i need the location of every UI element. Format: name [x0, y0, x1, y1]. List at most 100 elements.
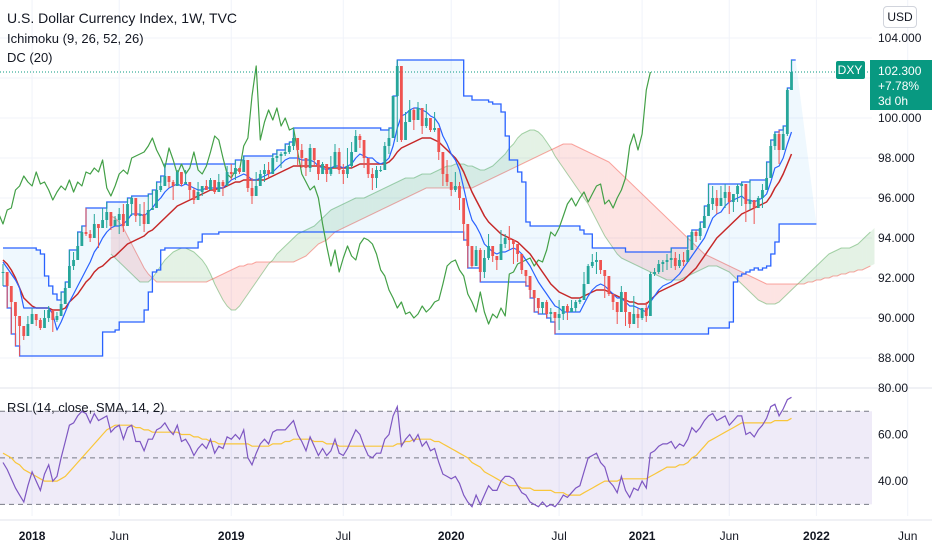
donchian-legend[interactable]: DC (20) [7, 50, 53, 65]
lagging-span [0, 65, 651, 325]
candle-body [383, 146, 387, 170]
cloud-segment [397, 180, 402, 202]
candle-body [715, 198, 719, 206]
candle-body [711, 198, 715, 204]
candle-body [109, 212, 113, 226]
cloud-segment [480, 170, 485, 184]
candle-body [171, 182, 175, 186]
cloud-segment [637, 190, 643, 268]
cloud-segment [530, 130, 535, 160]
candle-body [781, 134, 785, 150]
candle-body [151, 208, 154, 210]
candle-body [400, 66, 403, 140]
candle-body [292, 138, 295, 146]
candle-body [640, 308, 644, 318]
candle-body [541, 302, 544, 308]
candle-body [333, 152, 337, 168]
candle-body [180, 172, 183, 184]
candle-body [429, 118, 432, 130]
candle-body [437, 128, 441, 152]
cloud-segment [276, 250, 282, 262]
candle-body [516, 244, 519, 254]
candle-body [92, 224, 96, 238]
rsi-legend[interactable]: RSI (14, close, SMA, 14, 2) [7, 400, 165, 415]
cloud-segment [405, 178, 410, 198]
candle-body [159, 186, 163, 190]
candle-body [727, 192, 731, 202]
cloud-segment [571, 144, 576, 186]
cloud-segment [193, 252, 199, 282]
rsi-tick-label: 60.00 [878, 428, 908, 442]
candle-body [590, 262, 594, 266]
candle-body [586, 266, 590, 284]
candle-body [595, 260, 598, 262]
candle-body [321, 164, 324, 174]
cloud-segment [322, 214, 327, 242]
candle-body [350, 152, 353, 166]
candle-body [142, 214, 146, 224]
time-tick-label: 2022 [803, 529, 830, 543]
ichimoku-legend[interactable]: Ichimoku (9, 26, 52, 26) [7, 31, 144, 46]
cloud-segment [496, 158, 501, 176]
price-tick-label: 104.000 [878, 31, 922, 45]
cloud-segment [766, 284, 771, 304]
candle-body [470, 246, 474, 266]
cloud-segment [845, 248, 850, 274]
candle-body [632, 314, 636, 324]
cloud-segment [737, 270, 742, 284]
time-tick-label: 2018 [19, 529, 46, 543]
cloud-segment [866, 232, 871, 268]
cloud-segment [720, 262, 726, 270]
candle-body [441, 152, 445, 174]
cloud-segment [364, 196, 369, 218]
candle-body [574, 302, 578, 308]
candle-body [702, 216, 706, 228]
candle-body [101, 220, 104, 228]
cloud-segment [725, 264, 730, 272]
cloud-segment [376, 190, 381, 212]
candle-body [387, 138, 391, 146]
cloud-segment [675, 226, 680, 280]
cloud-segment [260, 262, 265, 276]
cloud-segment [828, 252, 833, 278]
cloud-segment [575, 146, 580, 192]
candle-body [607, 276, 611, 294]
cloud-segment [750, 276, 755, 296]
cloud-segment [115, 218, 120, 262]
candle-body [582, 284, 586, 300]
candle-body [43, 318, 46, 328]
candle-body [503, 238, 507, 244]
candle-body [18, 316, 21, 326]
candle-body [254, 186, 258, 196]
candle-body [9, 286, 13, 302]
candle-body [26, 324, 30, 336]
cloud-segment [380, 188, 385, 210]
candle-body [296, 138, 300, 150]
cloud-segment [202, 260, 207, 282]
cloud-segment [841, 248, 846, 274]
candle-body [520, 254, 524, 270]
cloud-segment [642, 194, 647, 270]
cloud-segment [127, 236, 132, 274]
candle-body [163, 176, 167, 186]
currency-button[interactable]: USD [883, 6, 917, 28]
cloud-segment [343, 202, 348, 228]
candle-body [213, 180, 217, 192]
candle-body [391, 96, 395, 138]
candle-body [76, 246, 80, 260]
cloud-segment [297, 232, 302, 260]
chart-title[interactable]: U.S. Dollar Currency Index, 1W, TVC [7, 10, 238, 26]
candlesticks[interactable] [1, 60, 793, 356]
cloud-segment [484, 168, 489, 182]
cloud-segment [604, 160, 609, 242]
candle-body [744, 184, 748, 204]
cloud-segment [330, 208, 335, 236]
cloud-segment [667, 218, 672, 280]
cloud-segment [837, 248, 842, 276]
cloud-segment [833, 250, 838, 276]
candle-body [566, 306, 569, 312]
candle-body [317, 160, 320, 174]
candle-body [690, 232, 694, 250]
cloud-segment [770, 284, 775, 304]
